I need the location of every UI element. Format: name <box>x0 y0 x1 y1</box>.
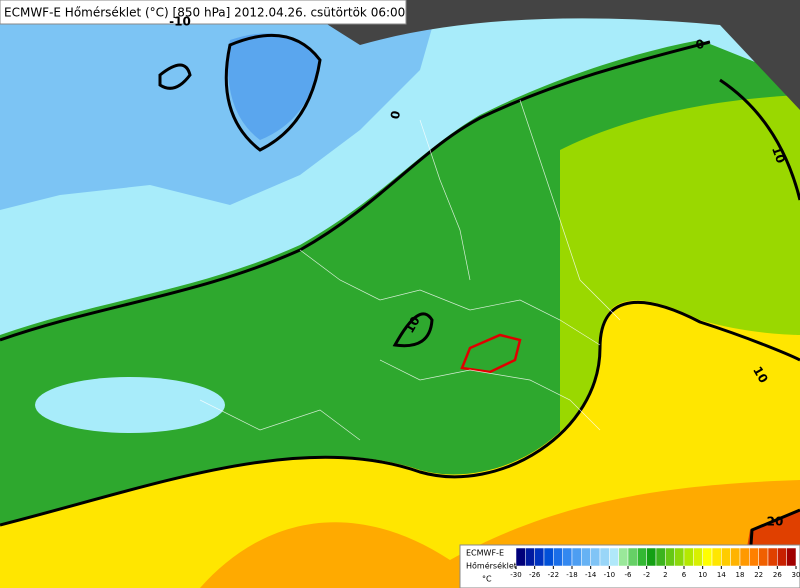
title-box <box>0 0 407 25</box>
scale-tick-label: 2 <box>663 571 667 579</box>
scale-tick-label: 18 <box>736 571 745 579</box>
color-cell <box>646 547 657 567</box>
color-cell <box>786 547 797 567</box>
scale-tick-label: 22 <box>754 571 763 579</box>
color-cell <box>655 547 666 567</box>
contours <box>0 33 800 588</box>
color-cell <box>674 547 685 567</box>
country-outline <box>460 333 522 374</box>
color-cell <box>665 547 675 567</box>
borders <box>199 99 621 441</box>
color-cell <box>702 547 713 567</box>
legend-unit: °C <box>482 575 492 584</box>
color-scale: -30 -26 -22 -18 -14 -10 -6 -2 2 6 10 14 18 22 26 30 <box>510 547 800 579</box>
color-cell <box>581 547 591 567</box>
contour-label: 10 <box>769 145 788 165</box>
cool-pocket <box>35 377 225 433</box>
color-cell <box>618 547 629 567</box>
color-cell <box>515 547 526 567</box>
scale-tick-label: -14 <box>585 571 597 579</box>
color-cell <box>721 547 731 567</box>
scale-tick-label: -30 <box>510 571 521 579</box>
scale-tick-label: 30 <box>792 571 800 579</box>
color-cell <box>739 547 750 567</box>
contour-label: 0 <box>388 110 403 121</box>
color-cell <box>609 547 619 567</box>
legend-model: ECMWF-E <box>466 549 504 558</box>
scale-tick-label: 14 <box>717 571 726 579</box>
contour-label: -10 <box>169 15 191 29</box>
contour-label: 0 <box>695 37 706 52</box>
scale-tick-label: -22 <box>548 571 559 579</box>
color-cell <box>683 547 694 567</box>
color-cell <box>711 547 722 567</box>
cold-area <box>0 0 440 210</box>
color-cell <box>777 547 787 567</box>
scale-tick-label: -10 <box>604 571 615 579</box>
color-cell <box>627 547 638 567</box>
color-cell <box>637 547 647 567</box>
outside-domain <box>290 0 800 110</box>
color-cell <box>534 547 545 567</box>
color-cell <box>693 547 703 567</box>
scale-tick-label: 10 <box>698 571 707 579</box>
cold-core <box>228 33 320 141</box>
color-cell <box>599 547 610 567</box>
color-cell <box>758 547 769 567</box>
scale-tick-label: 26 <box>773 571 782 579</box>
map-title: ECMWF-E Hőmérséklet (°C) [850 hPa] 2012.… <box>4 6 405 20</box>
legend-variable: Hőmérséklet <box>466 561 517 571</box>
color-cell <box>571 547 582 567</box>
color-cell <box>767 547 778 567</box>
color-cell <box>553 547 563 567</box>
color-cell <box>525 547 535 567</box>
color-cell <box>749 547 759 567</box>
contour-label: 20 <box>767 515 784 529</box>
color-cell <box>590 547 601 567</box>
scale-tick-label: -18 <box>566 571 577 579</box>
scale-tick-label: 6 <box>682 571 687 579</box>
scale-tick-label: -26 <box>529 571 541 579</box>
color-cell <box>730 547 741 567</box>
color-cell <box>543 547 554 567</box>
scale-tick-label: -2 <box>643 571 650 579</box>
color-cell <box>562 547 573 567</box>
scale-tick-label: -6 <box>625 571 633 579</box>
